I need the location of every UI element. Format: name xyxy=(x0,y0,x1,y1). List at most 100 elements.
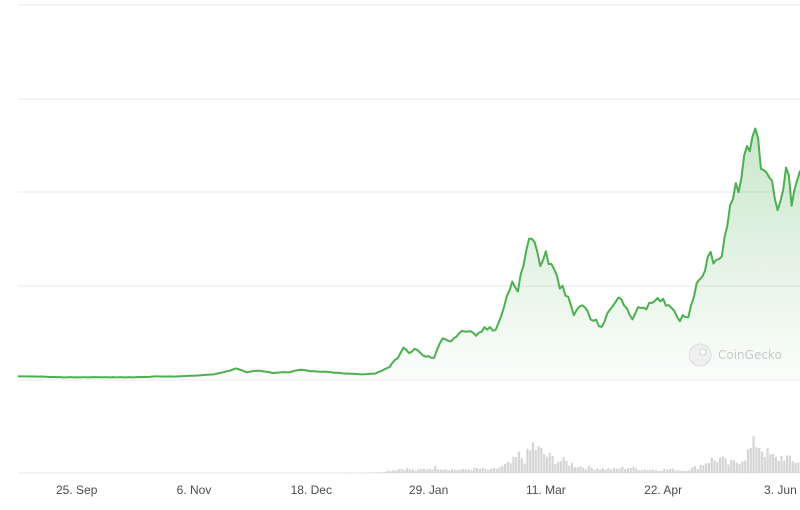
volume-bar xyxy=(758,448,761,473)
volume-bar xyxy=(685,470,688,473)
volume-bar xyxy=(780,455,783,473)
volume-bar xyxy=(774,456,778,473)
volume-bar xyxy=(663,468,666,473)
volume-bar xyxy=(378,472,381,473)
volume-bar xyxy=(610,469,613,473)
volume-bar xyxy=(635,468,638,473)
volume-bar xyxy=(478,468,482,473)
volume-bar xyxy=(442,469,445,473)
volume-bar xyxy=(453,469,456,473)
volume-bar xyxy=(417,469,420,473)
volume-bar xyxy=(668,469,671,473)
volume-bar xyxy=(534,450,537,473)
volume-bar xyxy=(646,470,649,473)
volume-bar xyxy=(372,472,375,473)
volume-bar xyxy=(738,464,741,473)
volume-bar xyxy=(716,462,719,473)
volume-bar xyxy=(568,465,571,473)
volume-bar xyxy=(654,470,657,473)
volume-bar xyxy=(557,461,560,473)
volume-bar xyxy=(545,456,549,473)
volume-bar xyxy=(434,465,437,473)
gecko-eye-icon xyxy=(699,348,707,356)
x-tick-label: 6. Nov xyxy=(177,483,212,497)
volume-bar xyxy=(395,470,398,473)
volume-bar xyxy=(439,469,442,473)
volume-bar xyxy=(411,469,414,473)
volume-bar xyxy=(481,467,484,473)
volume-bar xyxy=(476,468,479,473)
volume-bar xyxy=(436,469,440,473)
volume-bar xyxy=(462,468,465,473)
volume-bar xyxy=(777,460,780,473)
volume-bar xyxy=(769,454,772,473)
volume-bar xyxy=(730,459,733,473)
volume-bar xyxy=(735,462,738,473)
x-tick-label: 25. Sep xyxy=(56,483,98,497)
volume-bar xyxy=(459,469,462,473)
volume-bar xyxy=(361,472,364,473)
volume-bar xyxy=(448,470,451,473)
volume-bar xyxy=(428,468,431,473)
volume-bar xyxy=(540,448,543,473)
volume-bar xyxy=(651,469,655,473)
volume-bar xyxy=(397,469,401,473)
volume-bar xyxy=(498,467,501,473)
volume-bar xyxy=(721,456,724,473)
volume-bar xyxy=(643,469,646,473)
volume-bar xyxy=(587,465,590,473)
volume-bar xyxy=(671,468,674,473)
volume-bar xyxy=(783,460,786,473)
volume-bar xyxy=(501,465,504,473)
x-tick-label: 11. Mar xyxy=(526,483,566,497)
volume-bar xyxy=(582,467,585,473)
volume-bar xyxy=(386,470,389,473)
volume-bar xyxy=(660,470,663,473)
volume-bar xyxy=(576,467,579,473)
volume-bar xyxy=(409,469,412,473)
volume-bar xyxy=(699,464,702,473)
volume-bar xyxy=(707,463,711,473)
volume-bar xyxy=(679,470,683,473)
volume-bar xyxy=(456,469,459,473)
watermark-text: CoinGecko xyxy=(718,348,782,362)
volume-bar xyxy=(640,470,643,473)
gridlines xyxy=(18,4,800,474)
volume-bar xyxy=(590,467,593,473)
volume-bar xyxy=(383,471,387,473)
volume-bar xyxy=(791,461,794,473)
volume-bar xyxy=(570,462,574,473)
volume-bar xyxy=(531,442,535,473)
volume-bar xyxy=(682,470,685,473)
volume-bar xyxy=(598,469,602,473)
volume-bar xyxy=(551,456,554,473)
volume-bar xyxy=(403,470,406,473)
volume-bar xyxy=(727,464,730,473)
volume-bar xyxy=(347,472,350,473)
volume-bar xyxy=(367,472,370,473)
volume-bar xyxy=(495,468,498,473)
volume-bar xyxy=(523,463,526,473)
volume-bar xyxy=(565,460,568,473)
volume-bar xyxy=(713,459,716,473)
volume-bar xyxy=(607,468,610,473)
volume-bar xyxy=(470,470,473,473)
volume-bar xyxy=(484,468,487,473)
volume-bar xyxy=(584,469,588,473)
volume-bar xyxy=(559,461,562,473)
volume-bar xyxy=(593,469,596,473)
volume-bar xyxy=(381,471,384,473)
volume-bar xyxy=(693,466,697,473)
volume-bar xyxy=(755,447,758,473)
volume-bar xyxy=(696,468,699,473)
volume-bar xyxy=(797,462,800,473)
volume-bar xyxy=(414,470,417,473)
volume-bar xyxy=(724,458,727,473)
volume-bar xyxy=(450,469,454,473)
volume-bar xyxy=(604,469,607,473)
gecko-logo-icon xyxy=(688,343,712,367)
volume-bar xyxy=(705,463,708,473)
volume-bar xyxy=(579,466,582,473)
x-tick-label: 29. Jan xyxy=(409,483,448,497)
